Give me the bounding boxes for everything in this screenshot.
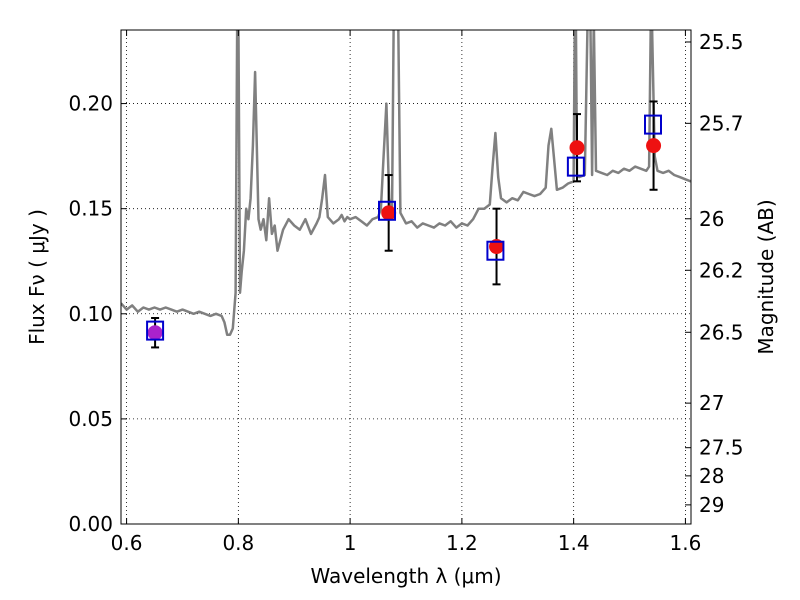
- right-tick-label: 27: [699, 391, 724, 415]
- x-tick-label: 0.8: [222, 531, 254, 555]
- observed-points: [147, 138, 662, 341]
- observed-point: [569, 140, 585, 156]
- y-tick-label: 0.20: [68, 92, 113, 116]
- right-tick-label: 26: [699, 207, 724, 231]
- axis-ticks: [121, 30, 691, 525]
- observed-point: [646, 138, 662, 154]
- y-tick-label: 0.15: [68, 197, 113, 221]
- x-tick-label: 1.2: [446, 531, 478, 555]
- right-tick-label: 26.5: [699, 320, 744, 344]
- observed-point: [489, 239, 505, 255]
- model-points: [146, 114, 662, 341]
- right-tick-label: 25.7: [699, 111, 744, 135]
- model-point: [146, 320, 165, 341]
- model-point: [566, 156, 585, 177]
- plot-frame: [120, 29, 692, 525]
- right-tick-label: 25.5: [699, 30, 744, 54]
- right-tick-label: 29: [699, 493, 724, 517]
- tick-labels: 0.6 0.8 1 1.2 1.4 1.6 0.00 0.05 0.10 0.15 0.20 25.5…: [68, 30, 743, 555]
- right-tick-label: 28: [699, 464, 724, 488]
- x-tick-label: 1.6: [670, 531, 702, 555]
- observed-point: [381, 205, 397, 221]
- y-tick-label: 0.10: [68, 302, 113, 326]
- x-axis-title: Wavelength λ (μm): [310, 564, 501, 588]
- y-tick-label: 0.05: [68, 407, 113, 431]
- x-tick-label: 1: [344, 531, 357, 555]
- x-tick-label: 1.4: [558, 531, 590, 555]
- model-point: [644, 114, 662, 135]
- model-point: [378, 200, 396, 221]
- right-tick-label: 26.2: [699, 258, 744, 282]
- observed-point: [147, 325, 163, 341]
- model-point: [486, 240, 505, 261]
- x-tick-label: 0.6: [111, 531, 143, 555]
- y-axis-title: Flux Fν ( μJy ): [25, 209, 49, 345]
- right-tick-label: 27.5: [699, 436, 744, 460]
- y-axis-right-title: Magnitude (AB): [754, 199, 778, 354]
- y-tick-label: 0.00: [68, 512, 113, 536]
